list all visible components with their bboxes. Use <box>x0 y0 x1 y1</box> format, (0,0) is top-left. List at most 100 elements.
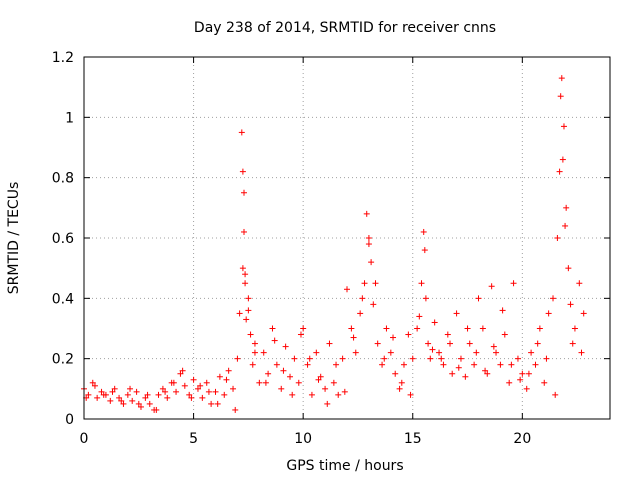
x-tick-label: 10 <box>294 431 312 447</box>
data-point <box>420 228 427 235</box>
data-point <box>205 388 212 395</box>
data-point <box>197 382 204 389</box>
data-point <box>239 265 246 272</box>
data-point <box>135 400 142 407</box>
data-point <box>162 388 169 395</box>
data-point <box>173 388 180 395</box>
data-point <box>120 400 127 407</box>
data-point <box>144 391 151 398</box>
data-point <box>372 280 379 287</box>
data-point <box>118 397 125 404</box>
data-point <box>490 343 497 350</box>
x-tick-label: 15 <box>404 431 422 447</box>
data-point <box>387 349 394 356</box>
data-point <box>550 295 557 302</box>
data-point <box>265 370 272 377</box>
data-point <box>94 394 101 401</box>
chart-title: Day 238 of 2014, SRMTID for receiver cnn… <box>194 20 496 36</box>
data-point <box>317 373 324 380</box>
data-point <box>479 325 486 332</box>
data-point <box>370 301 377 308</box>
data-point <box>482 367 489 374</box>
data-point <box>519 370 526 377</box>
data-point <box>107 397 114 404</box>
data-point <box>324 400 331 407</box>
data-points <box>81 75 587 413</box>
data-point <box>523 385 530 392</box>
data-point <box>339 355 346 362</box>
data-point <box>127 385 134 392</box>
data-point <box>335 391 342 398</box>
data-point <box>190 376 197 383</box>
data-point <box>287 373 294 380</box>
data-point <box>186 391 193 398</box>
data-point <box>562 222 569 229</box>
data-point <box>116 394 123 401</box>
data-point <box>352 349 359 356</box>
data-point <box>271 337 278 344</box>
data-point <box>247 331 254 338</box>
data-point <box>245 307 252 314</box>
data-point <box>552 391 559 398</box>
data-point <box>159 385 166 392</box>
data-point <box>510 280 517 287</box>
data-point <box>212 388 219 395</box>
data-point <box>216 373 223 380</box>
data-point <box>559 156 566 163</box>
data-point <box>203 379 210 386</box>
data-point <box>543 355 550 362</box>
data-point <box>344 286 350 293</box>
data-point <box>280 367 287 374</box>
data-point <box>455 364 462 371</box>
data-point <box>421 247 428 254</box>
data-point <box>243 316 250 323</box>
data-point <box>89 379 96 386</box>
data-point <box>199 394 206 401</box>
data-point <box>556 168 563 175</box>
data-point <box>475 295 482 302</box>
data-point <box>453 310 460 317</box>
data-point <box>381 355 388 362</box>
x-tick-label: 5 <box>189 431 198 447</box>
data-point <box>291 355 298 362</box>
data-point <box>313 349 320 356</box>
data-point <box>223 376 230 383</box>
data-point <box>333 361 340 368</box>
data-point <box>240 228 247 235</box>
data-point <box>232 406 239 413</box>
data-point <box>308 391 315 398</box>
data-point <box>427 355 434 362</box>
data-point <box>464 325 471 332</box>
y-tick-label: 0 <box>65 412 74 428</box>
data-point <box>240 189 247 196</box>
data-point <box>359 295 366 302</box>
data-point <box>565 265 572 272</box>
x-tick-label: 0 <box>80 431 89 447</box>
data-point <box>554 235 561 241</box>
data-point <box>462 373 469 380</box>
data-point <box>473 349 480 356</box>
data-point <box>407 391 414 398</box>
data-point <box>517 376 524 383</box>
data-point <box>383 325 390 332</box>
data-point <box>300 325 307 332</box>
data-point <box>560 123 567 130</box>
data-point <box>251 340 258 347</box>
y-tick-label: 0.6 <box>52 231 74 247</box>
data-point <box>506 379 513 386</box>
data-point <box>361 280 368 287</box>
data-point <box>164 394 171 401</box>
data-point <box>541 379 548 386</box>
data-point <box>137 403 144 410</box>
data-point <box>471 361 478 368</box>
data-point <box>563 204 570 211</box>
data-point <box>234 355 241 362</box>
data-point <box>348 325 355 332</box>
data-point <box>418 280 425 287</box>
data-point <box>179 367 186 374</box>
data-point <box>357 310 364 317</box>
data-point <box>85 391 92 398</box>
data-point <box>525 370 532 377</box>
data-point <box>330 379 337 386</box>
data-point <box>322 385 329 392</box>
